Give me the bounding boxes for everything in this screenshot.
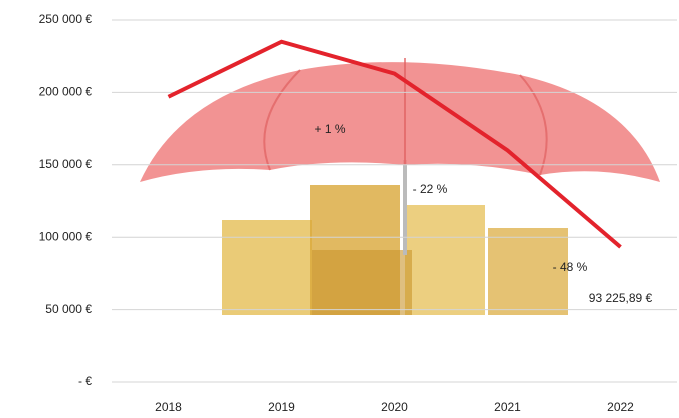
annotation: + 1 % <box>314 122 345 136</box>
y-tick-label: 150 000 € <box>39 157 93 171</box>
x-tick-label: 2022 <box>607 400 634 414</box>
x-tick-label: 2018 <box>155 400 182 414</box>
annotation: - 22 % <box>413 182 448 196</box>
y-tick-label: 50 000 € <box>45 302 92 316</box>
background-illustration <box>140 58 660 315</box>
x-tick-label: 2021 <box>494 400 521 414</box>
x-tick-label: 2020 <box>381 400 408 414</box>
x-tick-label: 2019 <box>268 400 295 414</box>
y-tick-label: 200 000 € <box>39 85 93 99</box>
y-tick-label: - € <box>78 374 92 388</box>
line <box>167 39 622 249</box>
data-label: 93 225,89 € <box>589 291 653 305</box>
y-tick-label: 250 000 € <box>39 12 93 26</box>
y-tick-label: 100 000 € <box>39 229 93 243</box>
annotation: - 48 % <box>553 260 588 274</box>
